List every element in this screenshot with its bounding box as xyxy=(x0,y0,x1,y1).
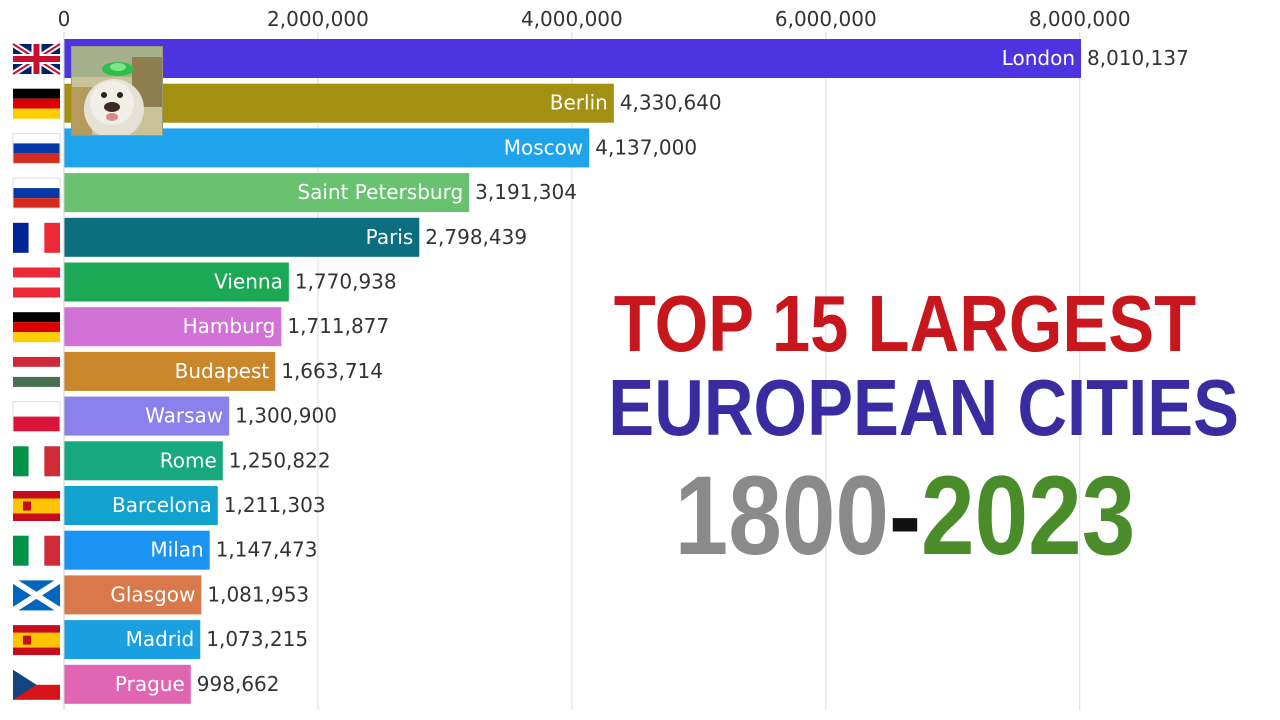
dog-photo-icon xyxy=(71,46,163,136)
year-start: 1800 xyxy=(674,453,889,578)
bar-value-label: 1,250,822 xyxy=(229,448,331,472)
tick-label: 6,000,000 xyxy=(775,7,877,31)
bar-value-label: 4,137,000 xyxy=(595,135,697,159)
bar-city-label: Budapest xyxy=(175,359,270,383)
bar-city-label: Prague xyxy=(115,672,185,696)
bar-city-label: Warsaw xyxy=(145,404,223,428)
flag-pl-icon xyxy=(12,401,61,433)
bar-value-label: 1,663,714 xyxy=(281,359,383,383)
year-dash: - xyxy=(888,453,922,578)
title-line-2: EUROPEAN CITIES xyxy=(608,363,1240,452)
bar-city-label: Hamburg xyxy=(183,314,276,338)
bar-city-label: Berlin xyxy=(550,91,608,115)
flag-uk-icon xyxy=(11,41,62,77)
flag-fr-icon xyxy=(13,222,60,253)
bar-vienna xyxy=(64,262,289,302)
bar-london xyxy=(64,39,1081,78)
tick-label: 4,000,000 xyxy=(521,7,623,31)
bar-city-label: Milan xyxy=(150,538,203,562)
flag-de-icon xyxy=(13,312,60,343)
bar-city-label: Saint Petersburg xyxy=(297,180,463,204)
bar-warsaw xyxy=(64,396,230,436)
bar-barcelona xyxy=(64,486,218,525)
bar-value-label: 1,081,953 xyxy=(207,582,309,606)
flag-es-icon xyxy=(13,491,60,521)
bar-prague xyxy=(64,664,191,704)
flag-it-icon xyxy=(13,535,60,566)
bar-rome xyxy=(64,441,223,481)
bar-city-label: Madrid xyxy=(126,627,195,651)
bar-city-label: Barcelona xyxy=(112,493,212,517)
bar-milan xyxy=(64,530,210,570)
bar-value-label: 1,147,473 xyxy=(216,538,318,562)
bar-value-label: 2,798,439 xyxy=(425,225,527,249)
title-years: 1800-2023 xyxy=(608,456,1201,576)
flag-at-icon xyxy=(13,267,60,298)
bar-city-label: London xyxy=(1002,46,1075,70)
chart-title: TOP 15 LARGEST EUROPEAN CITIES 1800-2023 xyxy=(560,282,1250,576)
bar-madrid xyxy=(64,620,201,660)
bar-value-label: 3,191,304 xyxy=(475,180,577,204)
year-end: 2023 xyxy=(921,453,1136,578)
bar-saint-petersburg xyxy=(64,173,470,213)
tick-label: 0 xyxy=(58,7,71,31)
flag-sco-icon xyxy=(11,577,62,613)
bar-city-label: Vienna xyxy=(214,270,283,294)
bar-budapest xyxy=(64,351,276,391)
flag-es-icon xyxy=(13,625,60,656)
bar-paris xyxy=(64,217,420,257)
bar-city-label: Glasgow xyxy=(110,582,195,606)
tick-label: 8,000,000 xyxy=(1029,7,1131,31)
flag-ru-icon xyxy=(12,132,61,164)
bar-value-label: 1,770,938 xyxy=(295,270,397,294)
tick-label: 2,000,000 xyxy=(267,7,369,31)
bar-value-label: 1,073,215 xyxy=(206,627,308,651)
bar-city-label: Moscow xyxy=(504,135,584,159)
bar-value-label: 1,300,900 xyxy=(235,404,337,428)
flag-ru-icon xyxy=(12,177,61,209)
flag-hu-icon xyxy=(13,356,60,387)
bar-value-label: 8,010,137 xyxy=(1087,46,1189,70)
title-line-1: TOP 15 LARGEST xyxy=(613,279,1197,368)
flag-cz-icon xyxy=(13,669,60,700)
flag-de-icon xyxy=(13,88,60,119)
flag-it-icon xyxy=(13,446,60,477)
bar-hamburg xyxy=(64,307,282,347)
bar-value-label: 4,330,640 xyxy=(620,91,722,115)
bar-value-label: 1,711,877 xyxy=(287,314,389,338)
bar-city-label: Paris xyxy=(366,225,414,249)
bar-value-label: 1,211,303 xyxy=(224,493,326,517)
bar-glasgow xyxy=(64,575,202,615)
bar-city-label: Rome xyxy=(160,448,217,472)
bar-value-label: 998,662 xyxy=(197,672,280,696)
